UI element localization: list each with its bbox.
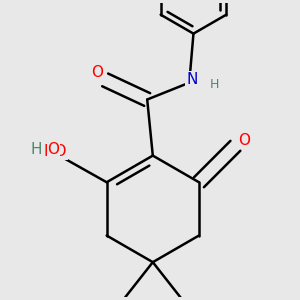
Text: H: H — [210, 78, 219, 91]
Text: O: O — [238, 133, 250, 148]
Text: O: O — [47, 142, 59, 158]
Text: N: N — [186, 72, 198, 87]
Text: HO: HO — [43, 144, 67, 159]
Text: H: H — [31, 142, 42, 158]
Text: O: O — [91, 65, 103, 80]
